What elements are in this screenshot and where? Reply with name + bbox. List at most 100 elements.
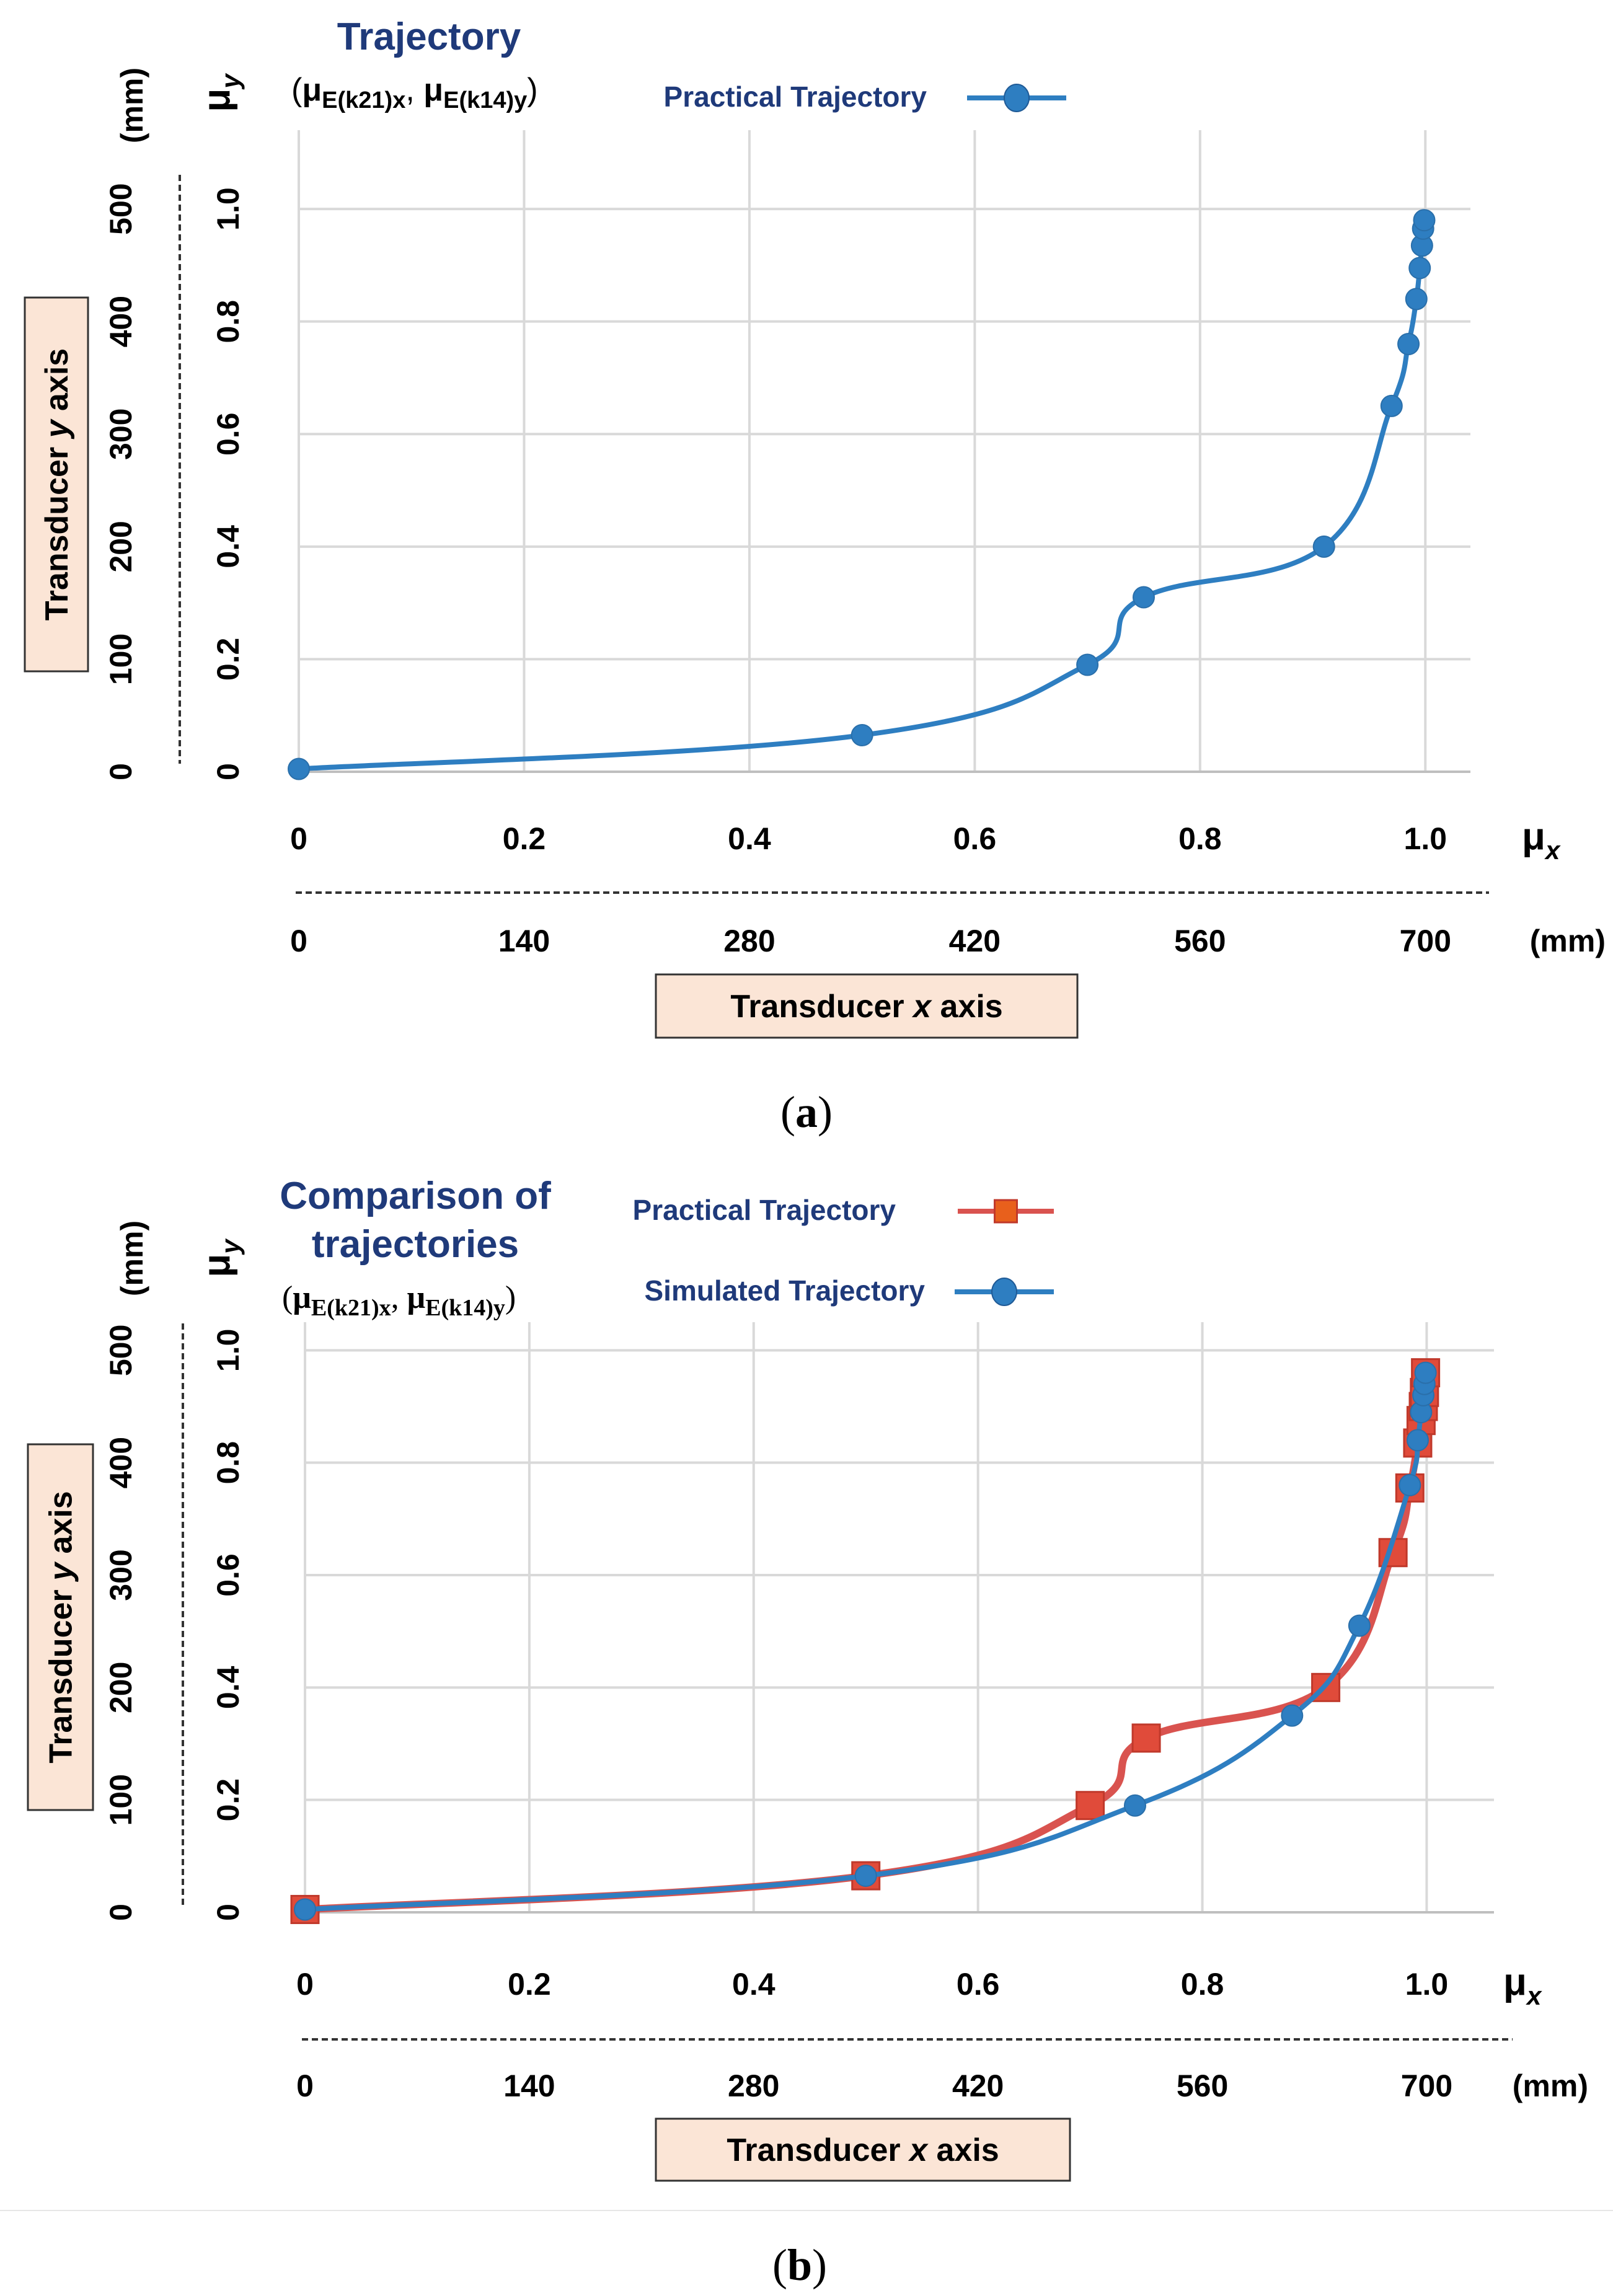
x-axis-symbol: μx [1522, 815, 1561, 865]
y-tick-label: 0.8 [211, 300, 245, 343]
subtitle-mu1: μ [293, 1280, 311, 1315]
x-axis-symbol-mu: μ [1522, 815, 1545, 858]
y-mm-tick-label: 300 [104, 1549, 138, 1601]
y-mm-tick-label: 100 [104, 1774, 138, 1826]
data-point-circle [1406, 1429, 1429, 1452]
y-mm-tick-label: 400 [104, 296, 138, 347]
data-point-circle [1348, 1614, 1371, 1637]
data-point-circle [1132, 586, 1155, 609]
series-line-practical [301, 1369, 1430, 1914]
x-axis-symbol-mu: μ [1503, 1961, 1527, 2003]
x-mm-tick-label: 140 [503, 2069, 555, 2103]
chart-panel-a: 0 0.2 0.4 0.6 0.8 1.00 140 280 420 560 700 (mm)μxTr… [24, 15, 1606, 1137]
x-axis-symbol: μx [1503, 1961, 1542, 2010]
x-mm-unit-label: (mm) [1530, 924, 1606, 958]
x-mm-tick-label: 140 [498, 924, 550, 958]
x-mm-tick-label: 0 [296, 2069, 314, 2103]
data-point-circle [1312, 535, 1335, 558]
y-axis-label-box [27, 1443, 94, 1811]
x-tick-label: 0 [290, 821, 307, 856]
chart-subtitle: (μE(k21)x, μE(k14)y) [291, 72, 538, 113]
y-mm-tick-label: 100 [104, 634, 138, 685]
y-axis-symbol: μy [195, 73, 245, 112]
x-mm-tick-label: 560 [1174, 924, 1226, 958]
subtitle-mu2: μ [423, 72, 443, 108]
y-axis-symbol: μy [195, 1238, 245, 1278]
data-point-square [1131, 1723, 1161, 1753]
subtitle-mu2: μ [407, 1280, 425, 1315]
x-tick-label: 0.8 [1178, 821, 1222, 856]
y-axis-label-pre: Transducer [43, 1581, 79, 1764]
legend-label: Practical Trajectory [633, 1194, 896, 1226]
data-point-circle [288, 757, 310, 780]
legend-label: Simulated Trajectory [645, 1274, 926, 1307]
x-tick-label: 0.4 [732, 1967, 776, 2002]
data-point-circle [1076, 653, 1099, 676]
subtitle-sub1: E(k21)x [322, 87, 405, 113]
x-tick-label: 0.2 [508, 1967, 551, 2002]
y-mm-tick-label: 400 [104, 1437, 138, 1488]
x-tick-label: 0.6 [957, 1967, 1000, 2002]
x-tick-label: 0.8 [1181, 1967, 1224, 2002]
subtitle-sub2: E(k14)y [443, 87, 527, 113]
legend-label: Practical Trajectory [664, 81, 927, 113]
data-point-circle [851, 723, 873, 746]
panel-label-letter: b [787, 2240, 812, 2290]
data-point-circle [1408, 257, 1431, 280]
series-line-simulated [303, 1370, 1428, 1912]
legend-marker-circle [1004, 84, 1030, 112]
panel-label-open: ( [772, 2240, 787, 2290]
x-mm-tick-label: 420 [949, 924, 1001, 958]
x-axis-symbol-sub: x [1544, 836, 1561, 865]
x-axis-label-post: axis [931, 989, 1003, 1025]
y-mm-tick-label: 0 [104, 1904, 138, 1921]
y-axis-label-pre: Transducer [39, 438, 75, 620]
y-axis-symbol-mu: μ [195, 89, 238, 112]
x-axis-symbol-sub: x [1526, 1981, 1542, 2010]
y-tick-label: 0.6 [211, 413, 245, 456]
y-mm-tick-label: 300 [104, 408, 138, 460]
x-tick-label: 1.0 [1405, 1967, 1449, 2002]
y-mm-tick-label: 200 [104, 521, 138, 572]
y-tick-label: 0.4 [211, 525, 245, 568]
chart-subtitle: (μE(k21)x, μE(k14)y) [282, 1280, 516, 1321]
data-point-circle [854, 1865, 877, 1888]
x-mm-tick-label: 0 [290, 924, 307, 958]
y-axis-symbol-mu: μ [195, 1254, 238, 1278]
x-mm-tick-label: 280 [723, 924, 775, 958]
y-axis-label-post: axis [43, 1491, 79, 1563]
y-tick-label: 0.2 [211, 1778, 245, 1822]
x-axis-label: Transducer x axis [727, 2132, 999, 2168]
panel-label-open: ( [780, 1087, 795, 1137]
x-axis-label: Transducer x axis [730, 989, 1002, 1025]
x-axis-label-pre: Transducer [730, 989, 913, 1025]
x-tick-label: 0 [296, 1967, 314, 2002]
x-tick-label: 0.2 [503, 821, 546, 856]
subtitle-sep: , [405, 72, 423, 108]
x-mm-tick-label: 700 [1400, 924, 1451, 958]
y-mm-tick-label: 0 [104, 763, 138, 780]
data-point-circle [1414, 1361, 1437, 1384]
data-point-circle [1405, 288, 1428, 311]
y-tick-label: 0 [211, 1904, 245, 1921]
chart-title: Comparison of [280, 1175, 551, 1217]
y-tick-label: 1.0 [211, 187, 245, 231]
y-tick-label: 0.8 [211, 1441, 245, 1485]
y-mm-tick-label: 500 [104, 183, 138, 234]
y-mm-tick-label: 200 [104, 1662, 138, 1713]
x-axis-label-box [655, 973, 1079, 1039]
x-tick-label: 0.4 [728, 821, 771, 856]
subtitle-close: ) [527, 72, 537, 108]
y-axis-label-var: y [39, 418, 75, 439]
x-axis-label-box [655, 2117, 1071, 2182]
y-tick-label: 0 [211, 763, 245, 780]
panel-label-letter: a [795, 1087, 818, 1137]
x-axis-label-var: x [908, 2132, 929, 2168]
data-point-circle [1397, 333, 1420, 355]
x-mm-tick-label: 420 [952, 2069, 1004, 2103]
chart-title: trajectories [312, 1223, 519, 1266]
subtitle-open: ( [291, 72, 303, 108]
chart-title: Trajectory [337, 15, 521, 58]
data-point-circle [294, 1898, 316, 1921]
